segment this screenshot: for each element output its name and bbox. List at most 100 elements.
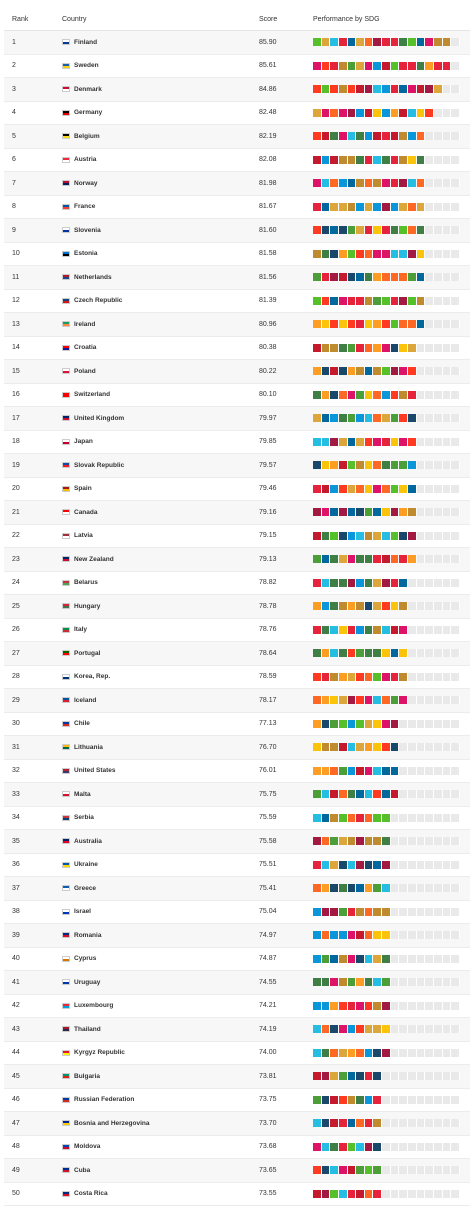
sdg-segment[interactable] bbox=[408, 578, 417, 587]
table-row[interactable]: 25 Hungary 78.78 bbox=[4, 595, 470, 619]
sdg-segment[interactable] bbox=[321, 625, 331, 634]
country-name[interactable]: Romania bbox=[74, 931, 102, 939]
sdg-segment[interactable] bbox=[364, 461, 374, 470]
sdg-segment[interactable] bbox=[321, 1048, 331, 1057]
sdg-segment[interactable] bbox=[356, 202, 365, 211]
sdg-segment[interactable] bbox=[364, 1048, 374, 1057]
sdg-segment[interactable] bbox=[373, 484, 383, 493]
sdg-segment[interactable] bbox=[321, 461, 331, 470]
sdg-segment[interactable] bbox=[425, 531, 434, 540]
sdg-segment[interactable] bbox=[356, 85, 365, 94]
country-cell[interactable]: Moldova bbox=[62, 1143, 259, 1150]
table-row[interactable]: 46 Russian Federation 73.75 bbox=[4, 1089, 470, 1112]
sdg-segment[interactable] bbox=[408, 1048, 417, 1057]
country-name[interactable]: Chile bbox=[74, 720, 90, 728]
sdg-segment[interactable] bbox=[313, 884, 322, 893]
sdg-segment[interactable] bbox=[425, 1166, 434, 1175]
sdg-segment[interactable] bbox=[321, 931, 331, 940]
country-cell[interactable]: Israel bbox=[62, 908, 259, 915]
sdg-segment[interactable] bbox=[390, 390, 400, 399]
sdg-segment[interactable] bbox=[434, 132, 443, 141]
sdg-segment[interactable] bbox=[313, 1189, 322, 1198]
sdg-segment[interactable] bbox=[391, 907, 400, 916]
sdg-segment[interactable] bbox=[313, 226, 322, 235]
sdg-segment[interactable] bbox=[382, 1119, 391, 1128]
sdg-segment[interactable] bbox=[399, 907, 409, 916]
sdg-segment[interactable] bbox=[425, 1095, 434, 1104]
country-name[interactable]: Poland bbox=[74, 367, 96, 375]
sdg-segment[interactable] bbox=[390, 461, 400, 470]
sdg-segment[interactable] bbox=[330, 625, 339, 634]
sdg-segment[interactable] bbox=[347, 296, 357, 305]
sdg-segment[interactable] bbox=[434, 108, 443, 117]
sdg-segment[interactable] bbox=[364, 226, 374, 235]
sdg-segment[interactable] bbox=[373, 38, 383, 47]
sdg-segment[interactable] bbox=[347, 1119, 357, 1128]
sdg-segment[interactable] bbox=[347, 743, 357, 752]
country-name[interactable]: Germany bbox=[74, 109, 103, 117]
sdg-segment[interactable] bbox=[364, 508, 374, 517]
sdg-segment[interactable] bbox=[434, 179, 443, 188]
sdg-segment[interactable] bbox=[330, 108, 339, 117]
sdg-segment[interactable] bbox=[390, 343, 400, 352]
table-row[interactable]: 29 Iceland 78.17 bbox=[4, 689, 470, 713]
sdg-segment[interactable] bbox=[408, 249, 417, 258]
sdg-segment[interactable] bbox=[451, 978, 460, 987]
table-row[interactable]: 26 Italy 78.76 bbox=[4, 619, 470, 642]
sdg-segment[interactable] bbox=[408, 696, 417, 705]
sdg-segment[interactable] bbox=[443, 1142, 452, 1151]
sdg-segment[interactable] bbox=[443, 555, 452, 564]
sdg-segment[interactable] bbox=[364, 367, 374, 376]
sdg-segment[interactable] bbox=[451, 1095, 460, 1104]
sdg-segment[interactable] bbox=[408, 1166, 417, 1175]
country-name[interactable]: Ukraine bbox=[74, 861, 98, 869]
sdg-segment[interactable] bbox=[451, 790, 460, 799]
sdg-segment[interactable] bbox=[408, 672, 417, 681]
sdg-segment[interactable] bbox=[321, 837, 331, 846]
sdg-segment[interactable] bbox=[451, 1025, 460, 1034]
sdg-segment[interactable] bbox=[373, 578, 383, 587]
sdg-segment[interactable] bbox=[382, 1001, 391, 1010]
sdg-segment[interactable] bbox=[330, 696, 339, 705]
sdg-segment[interactable] bbox=[356, 1048, 365, 1057]
sdg-segment[interactable] bbox=[347, 132, 357, 141]
header-country[interactable]: Country bbox=[62, 15, 87, 23]
sdg-segment[interactable] bbox=[417, 1166, 426, 1175]
sdg-segment[interactable] bbox=[442, 38, 452, 47]
sdg-segment[interactable] bbox=[443, 484, 452, 493]
country-name[interactable]: Austria bbox=[74, 156, 97, 164]
sdg-segment[interactable] bbox=[356, 625, 365, 634]
sdg-segment[interactable] bbox=[399, 108, 409, 117]
sdg-segment[interactable] bbox=[330, 296, 339, 305]
sdg-segment[interactable] bbox=[434, 273, 443, 282]
sdg-segment[interactable] bbox=[434, 249, 443, 258]
sdg-segment[interactable] bbox=[434, 1142, 443, 1151]
sdg-segment[interactable] bbox=[347, 343, 357, 352]
sdg-segment[interactable] bbox=[408, 1001, 417, 1010]
sdg-segment[interactable] bbox=[338, 155, 348, 164]
sdg-segment[interactable] bbox=[330, 766, 339, 775]
sdg-segment[interactable] bbox=[356, 672, 365, 681]
sdg-segment[interactable] bbox=[321, 884, 331, 893]
table-row[interactable]: 36 Ukraine 75.51 bbox=[4, 854, 470, 877]
sdg-segment[interactable] bbox=[408, 367, 417, 376]
sdg-segment[interactable] bbox=[425, 578, 434, 587]
country-name[interactable]: Sweden bbox=[74, 62, 99, 70]
country-cell[interactable]: Denmark bbox=[62, 86, 259, 93]
sdg-segment[interactable] bbox=[382, 1072, 391, 1081]
country-name[interactable]: Luxembourg bbox=[74, 1002, 114, 1010]
country-cell[interactable]: Malta bbox=[62, 791, 259, 798]
sdg-segment[interactable] bbox=[399, 1025, 409, 1034]
country-cell[interactable]: Cuba bbox=[62, 1167, 259, 1174]
sdg-segment[interactable] bbox=[347, 202, 357, 211]
sdg-segment[interactable] bbox=[382, 531, 391, 540]
sdg-segment[interactable] bbox=[373, 132, 383, 141]
country-name[interactable]: Estonia bbox=[74, 250, 98, 258]
sdg-segment[interactable] bbox=[313, 1166, 322, 1175]
country-name[interactable]: Costa Rica bbox=[74, 1190, 108, 1198]
sdg-segment[interactable] bbox=[338, 884, 348, 893]
sdg-segment[interactable] bbox=[364, 1189, 374, 1198]
sdg-segment[interactable] bbox=[382, 954, 391, 963]
sdg-segment[interactable] bbox=[425, 743, 434, 752]
sdg-segment[interactable] bbox=[434, 578, 443, 587]
